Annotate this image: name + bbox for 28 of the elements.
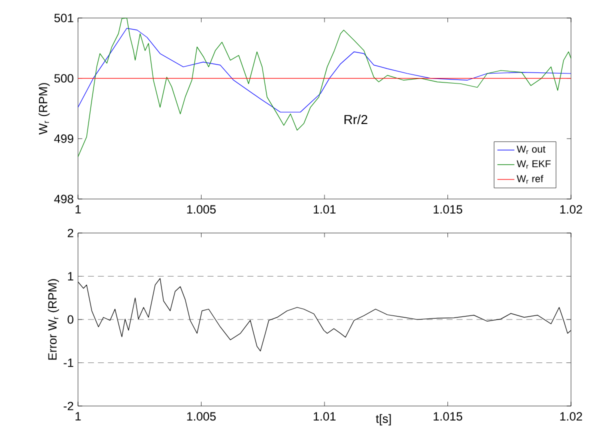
y-axis-title: W$_{r}$ (RPM) bbox=[38, 83, 50, 135]
x-tick-label: 1.01 bbox=[314, 205, 336, 214]
y-tick-label: 501 bbox=[54, 14, 74, 22]
x-tick-label: 1.01 bbox=[314, 412, 336, 421]
x-tick-label: 1.005 bbox=[187, 412, 216, 421]
x-tick-label: 1.02 bbox=[560, 412, 582, 421]
line-series bbox=[78, 18, 572, 158]
y-tick-label: 1 bbox=[68, 272, 74, 280]
line-series bbox=[78, 28, 572, 112]
y-tick-label: 500 bbox=[54, 74, 74, 83]
x-tick-label: 1.015 bbox=[434, 412, 462, 421]
y-tick-label: -1 bbox=[64, 358, 74, 367]
x-axis-title: t[s] bbox=[376, 414, 391, 426]
legend-label: W$_{r}$ ref bbox=[516, 174, 544, 184]
y-tick-label: 499 bbox=[54, 134, 74, 143]
x-tick-label: 1.015 bbox=[434, 205, 462, 214]
y-tick-label: 2 bbox=[68, 228, 74, 238]
x-tick-label: 1 bbox=[76, 412, 81, 420]
annotation: Rr/2 bbox=[344, 114, 368, 124]
y-axis-title: Error W$_{r}$ (RPM) bbox=[48, 279, 59, 360]
y-tick-label: 498 bbox=[54, 194, 74, 204]
x-tick-label: 1 bbox=[76, 205, 81, 214]
y-tick-label: 0 bbox=[68, 315, 74, 324]
legend-label: W$_{r}$ out bbox=[516, 146, 546, 154]
legend-label: W$_{r}$ EKF bbox=[516, 160, 551, 169]
y-tick-label: -2 bbox=[64, 402, 74, 410]
x-tick-label: 1.005 bbox=[187, 205, 216, 214]
x-tick-label: 1.02 bbox=[560, 205, 582, 214]
